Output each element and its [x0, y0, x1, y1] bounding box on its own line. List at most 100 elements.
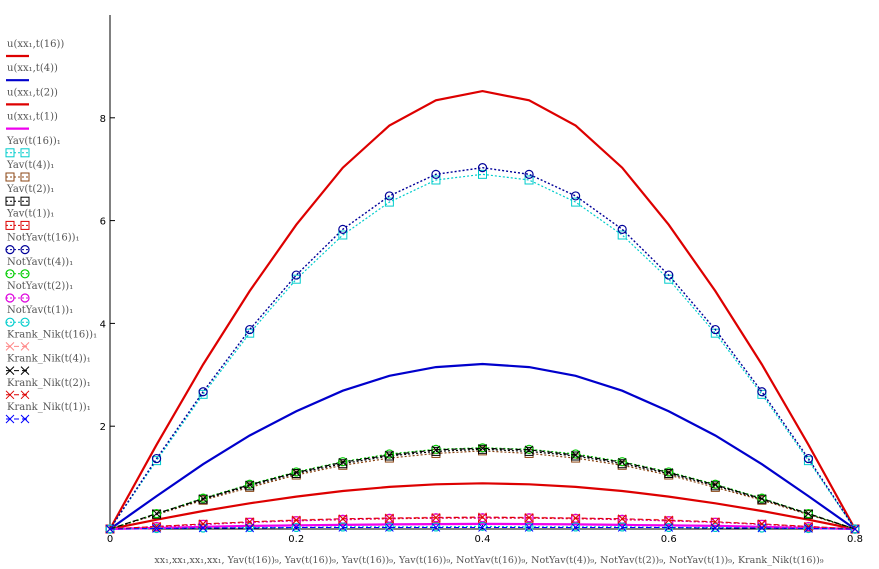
data-point-circle: [710, 324, 720, 335]
data-point-x: [20, 414, 30, 424]
legend-item: Yav(t(4))₁: [5, 160, 54, 182]
data-point-square: [617, 230, 627, 240]
data-point-square: [338, 230, 348, 240]
data-point-x: [710, 523, 720, 533]
data-point-circle: [803, 523, 814, 534]
data-point-circle: [664, 270, 674, 280]
legend-label: Krank_Nik(t(2))₁: [7, 378, 91, 389]
data-point-square: [431, 175, 441, 185]
series-0: [109, 89, 856, 530]
x-tick-label: 0.2: [288, 534, 304, 545]
y-tick-label: 2: [100, 422, 106, 433]
data-point-x: [617, 523, 627, 532]
series-line: [109, 482, 856, 531]
data-point-x: [291, 523, 301, 532]
data-point-circle: [757, 387, 767, 397]
data-point-x: [757, 523, 767, 533]
data-point-square: [5, 148, 15, 158]
data-point-square: [757, 389, 767, 399]
data-point-circle: [338, 457, 348, 467]
data-point-x: [664, 468, 674, 477]
series-group: [105, 89, 860, 534]
series-3: [109, 522, 856, 531]
legend-item: NotYav(t(16))₁: [5, 233, 80, 255]
data-point-x: [5, 366, 15, 375]
legend-label: Yav(t(4))₁: [6, 160, 54, 171]
data-point-x: [478, 523, 487, 532]
data-point-x: [478, 512, 487, 522]
data-point-x: [804, 524, 813, 533]
y-tick-label: 4: [100, 319, 106, 330]
series-6: [105, 444, 860, 534]
legend-label: NotYav(t(1))₁: [7, 305, 73, 316]
data-point-circle: [710, 479, 720, 489]
data-point-x: [524, 523, 534, 532]
series-line: [109, 450, 856, 530]
data-point-circle: [5, 269, 15, 279]
data-point-x: [152, 524, 161, 533]
data-point-circle: [291, 522, 301, 533]
data-point-x: [571, 513, 580, 523]
data-point-x: [385, 523, 394, 532]
data-point-circle: [245, 522, 255, 533]
legend-item: u(xx₁,t(4)): [6, 63, 58, 82]
data-point-x: [20, 366, 30, 375]
legend-item: Krank_Nik(t(2))₁: [5, 378, 91, 400]
data-point-x: [152, 509, 161, 518]
data-point-circle: [20, 317, 30, 327]
data-point-square: [5, 220, 15, 230]
data-point-circle: [384, 191, 394, 201]
legend-label: Yav(t(1))₁: [6, 208, 54, 219]
legend-label: Yav(t(16))₁: [6, 136, 61, 147]
data-point-x: [431, 445, 441, 455]
data-point-x: [5, 414, 15, 424]
data-point-x: [431, 513, 441, 523]
data-point-x: [245, 480, 255, 490]
data-point-square: [5, 172, 15, 182]
data-point-x: [850, 524, 860, 534]
data-point-circle: [477, 521, 488, 532]
series-line: [109, 447, 856, 530]
data-point-circle: [245, 324, 255, 335]
data-point-circle: [477, 163, 488, 173]
data-point-x: [105, 524, 115, 534]
x-tick-label: 0.8: [847, 534, 863, 545]
series-1: [109, 362, 856, 530]
legend-label: Krank_Nik(t(4))₁: [7, 354, 91, 365]
data-point-circle: [384, 449, 394, 459]
data-point-x: [478, 443, 487, 453]
data-point-x: [617, 457, 627, 467]
series-15: [105, 523, 860, 534]
data-point-square: [384, 197, 394, 207]
data-point-circle: [571, 191, 581, 201]
legend-item: u(xx₁,t(16)): [6, 39, 64, 58]
data-point-circle: [151, 453, 162, 464]
data-point-square: [478, 169, 487, 179]
data-point-x: [385, 450, 394, 460]
legend-label: u(xx₁,t(2)): [7, 87, 58, 98]
legend-label: NotYav(t(4))₁: [7, 257, 73, 268]
data-point-x: [198, 523, 208, 533]
data-point-square: [20, 172, 30, 182]
data-point-circle: [198, 387, 208, 397]
series-2: [109, 482, 856, 531]
data-point-x: [664, 515, 674, 525]
data-point-x: [338, 514, 348, 524]
x-tick-label: 0.6: [661, 534, 677, 545]
data-point-x: [245, 523, 255, 533]
data-point-square: [20, 196, 30, 206]
data-point-x: [757, 519, 767, 529]
data-point-x: [5, 390, 15, 400]
data-point-x: [198, 519, 208, 529]
data-point-circle: [384, 522, 394, 532]
data-point-circle: [431, 169, 441, 179]
data-point-x: [571, 523, 580, 532]
x-axis-label: xx₁,xx₁,xx₁,xx₁, Yav(t(16))₉, Yav(t(16))…: [154, 555, 823, 566]
data-point-x: [338, 457, 348, 467]
legend-label: Krank_Nik(t(16))₁: [7, 329, 97, 340]
legend: u(xx₁,t(16)) u(xx₁,t(4)) u(xx₁,t(2)) u(xx₁,…: [5, 39, 97, 424]
series-line: [109, 166, 856, 530]
legend-label: NotYav(t(16))₁: [7, 233, 80, 244]
data-point-circle: [5, 245, 15, 255]
data-point-x: [5, 342, 15, 351]
